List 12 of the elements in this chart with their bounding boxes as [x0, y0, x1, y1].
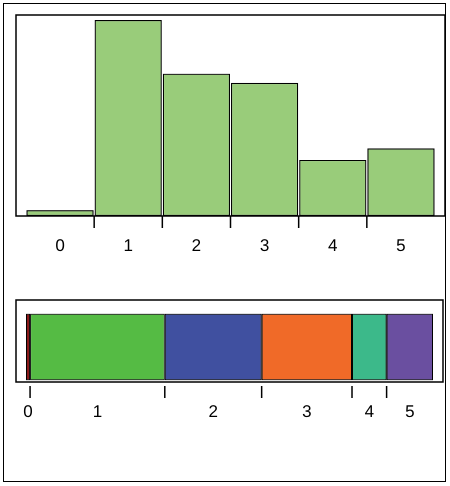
- x-tick-label: 3: [260, 236, 270, 256]
- series-label: 0: [23, 402, 33, 422]
- x-tick-label: 1: [124, 236, 133, 256]
- x-tick-label: 0: [55, 236, 65, 256]
- x-tick-label: 5: [396, 236, 406, 256]
- series-label: 1: [92, 402, 102, 422]
- series-label: 3: [302, 402, 312, 422]
- x-tick-label: 4: [328, 236, 338, 256]
- x-tick-label: 2: [192, 236, 202, 256]
- series-label: 5: [405, 402, 415, 422]
- series-label: 4: [364, 402, 374, 422]
- series-label: 2: [208, 402, 218, 422]
